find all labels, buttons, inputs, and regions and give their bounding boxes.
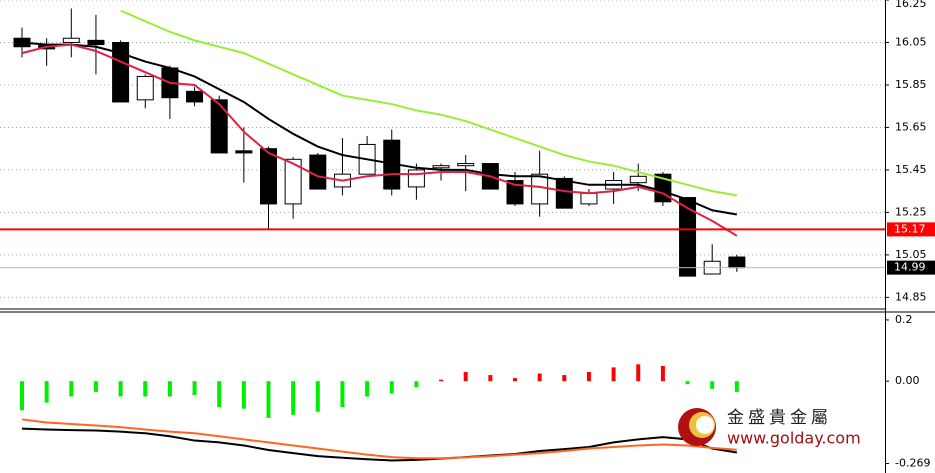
candle-body	[407, 169, 425, 188]
histogram-bar	[636, 364, 641, 382]
line-series	[21, 43, 738, 237]
y-tick-label: 16.05	[895, 35, 927, 48]
histogram-bar	[192, 381, 197, 395]
price-label: 14.99	[894, 261, 926, 274]
histogram-bar	[389, 381, 394, 394]
candle-body	[679, 197, 697, 277]
histogram-bar	[143, 381, 148, 397]
histogram-bar	[710, 381, 715, 389]
candle-body	[531, 173, 549, 205]
logo	[696, 416, 714, 434]
price-label-box	[887, 222, 935, 237]
candle-body	[284, 158, 302, 205]
y-tick-label: 14.85	[895, 290, 927, 303]
candle-body	[629, 175, 647, 184]
histogram-bar	[167, 381, 172, 397]
candle-body	[728, 256, 746, 269]
line-series	[21, 418, 737, 460]
candle-body	[62, 37, 80, 43]
line-series	[21, 41, 738, 216]
histogram-bar	[20, 381, 24, 411]
histogram-bar	[414, 381, 419, 388]
histogram-bar	[44, 381, 49, 403]
watermark-name: 金盛貴金屬	[727, 408, 832, 428]
histogram-bar	[660, 365, 665, 382]
histogram-bar	[217, 381, 222, 408]
candle-body	[555, 177, 573, 209]
candle-body	[87, 39, 105, 46]
candle-body	[457, 163, 475, 167]
histogram-bar	[439, 379, 444, 382]
histogram-bar	[734, 381, 739, 392]
candle-body	[136, 75, 154, 101]
price-label: 15.17	[894, 222, 926, 235]
histogram-bar	[463, 371, 468, 382]
y-tick-label: 15.45	[895, 163, 927, 176]
candle-body	[506, 180, 524, 205]
y-tick-label: 16.25	[895, 0, 927, 10]
candle-body	[432, 165, 450, 169]
y-tick-label: 15.25	[895, 205, 927, 218]
histogram-bar	[69, 381, 74, 397]
candle-body	[112, 41, 130, 103]
histogram-bar	[513, 378, 517, 382]
histogram-bar	[537, 373, 542, 382]
price-label-box	[887, 260, 935, 275]
histogram-bar	[562, 375, 567, 382]
histogram-bar	[488, 375, 493, 382]
watermark-url: www.golday.com	[727, 429, 861, 448]
candle-body	[186, 90, 204, 103]
histogram-bar	[291, 381, 296, 415]
candle-body	[210, 99, 228, 154]
histogram-bar	[365, 381, 370, 397]
candle-body	[309, 154, 327, 190]
y-tick-label: 15.85	[895, 78, 927, 91]
y-tick-label: 15.65	[895, 120, 927, 133]
histogram-bar	[118, 381, 123, 397]
line-series	[21, 427, 738, 462]
y-tick-label: 15.05	[895, 248, 927, 261]
histogram-bar	[241, 381, 246, 409]
histogram-bar	[340, 381, 345, 408]
y-tick-label: -0.269	[895, 457, 930, 470]
line-series	[120, 9, 738, 197]
y-tick-label: 0.00	[895, 374, 920, 387]
watermark: 金盛貴金屬 www.golday.com	[678, 408, 861, 448]
histogram-bar	[266, 381, 271, 418]
y-tick-label: 0.2	[895, 313, 913, 326]
candle-body	[235, 150, 253, 154]
histogram-bar	[315, 381, 320, 412]
histogram-bar	[586, 371, 591, 382]
histogram-bar	[685, 381, 690, 385]
candle-body	[580, 192, 598, 205]
candle-body	[260, 148, 277, 205]
histogram-bar	[611, 367, 616, 382]
histogram-bar	[93, 381, 98, 392]
